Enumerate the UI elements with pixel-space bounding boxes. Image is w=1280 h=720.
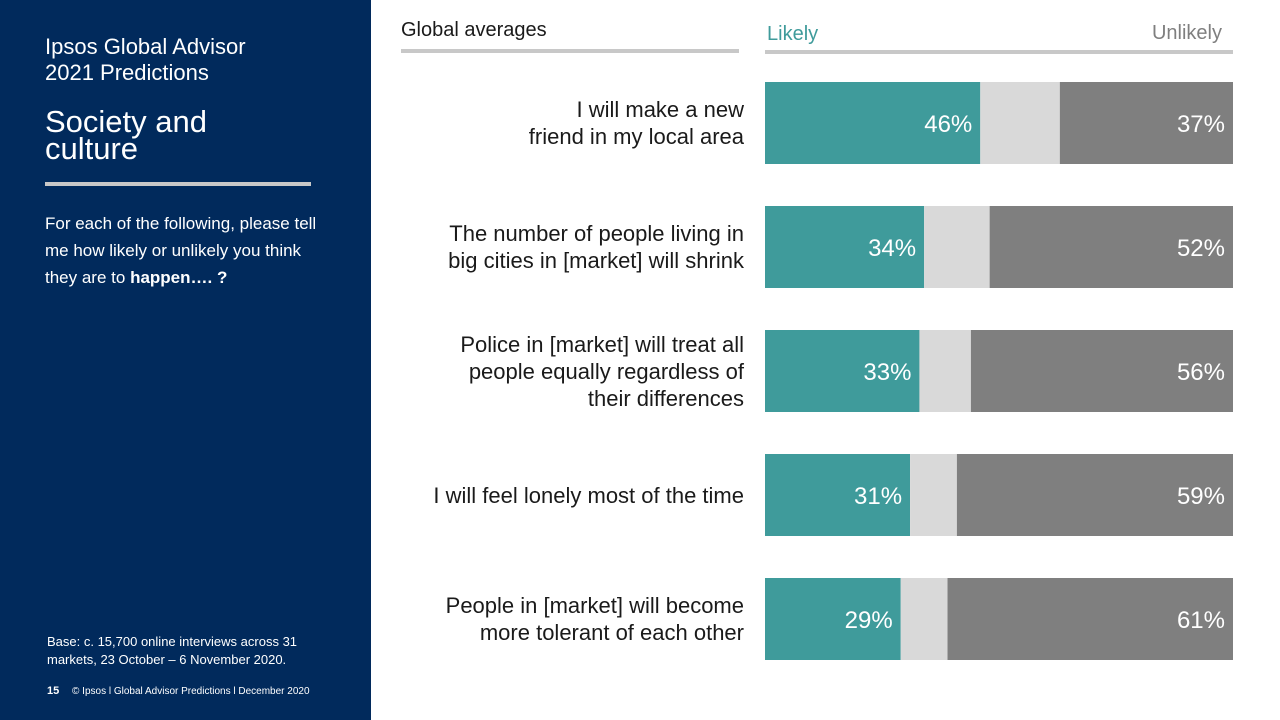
neutral-segment (900, 578, 948, 660)
likely-value-label: 34% (868, 235, 916, 262)
header-divider-left (401, 49, 739, 53)
category-label: The number of people living in big citie… (448, 221, 744, 273)
report-title: Ipsos Global Advisor 2021 Predictions (45, 34, 246, 86)
unlikely-segment (970, 330, 1233, 412)
footer-copyright: © Ipsos l Global Advisor Predictions l D… (72, 686, 310, 697)
likely-segment (765, 206, 925, 288)
neutral-segment (980, 82, 1060, 164)
sidebar: Ipsos Global Advisor 2021 Predictions So… (0, 0, 371, 720)
unlikely-value-label: 59% (1177, 483, 1225, 510)
report-title-line2: 2021 Predictions (45, 60, 209, 85)
section-title-line2: culture (45, 131, 139, 166)
unlikely-legend: Unlikely (1151, 22, 1222, 44)
category-label: I will feel lonely most of the time (433, 482, 744, 508)
category-label: People in [market] will become more tole… (445, 593, 744, 645)
base-note: Base: c. 15,700 online interviews across… (47, 634, 298, 667)
sidebar-divider (45, 182, 311, 186)
report-title-line1: Ipsos Global Advisor (45, 34, 246, 59)
likely-segment (765, 82, 981, 164)
header-divider-right (765, 50, 1233, 54)
likely-segment (765, 454, 911, 536)
unlikely-value-label: 61% (1177, 607, 1225, 634)
category-label: I will make a new friend in my local are… (528, 97, 744, 149)
unlikely-segment (947, 578, 1233, 660)
global-averages-header: Global averages (401, 19, 547, 41)
page-number: 15 (47, 685, 60, 697)
category-label: Police in [market] will treat all people… (460, 331, 744, 411)
question-text: For each of the following, please tell m… (45, 210, 325, 291)
likely-legend: Likely (767, 23, 819, 45)
unlikely-value-label: 56% (1177, 359, 1225, 386)
question-bold: happen…. ? (130, 268, 228, 287)
section-title-line1: Society and (45, 104, 207, 139)
likely-segment (765, 578, 901, 660)
unlikely-segment (956, 454, 1233, 536)
neutral-segment (910, 454, 957, 536)
likely-value-label: 31% (854, 483, 902, 510)
section-title: Society and culture (45, 104, 207, 166)
footer: 15 © Ipsos l Global Advisor Predictions … (47, 684, 310, 699)
unlikely-segment (1059, 82, 1233, 164)
likely-value-label: 46% (924, 111, 972, 138)
unlikely-segment (989, 206, 1233, 288)
unlikely-value-label: 37% (1177, 111, 1225, 138)
question-lead: For each of the following, please tell m… (45, 214, 317, 287)
neutral-segment (924, 206, 990, 288)
neutral-segment (919, 330, 971, 412)
likely-segment (765, 330, 920, 412)
unlikely-value-label: 52% (1177, 235, 1225, 262)
likely-value-label: 33% (863, 359, 911, 386)
likely-value-label: 29% (845, 607, 893, 634)
